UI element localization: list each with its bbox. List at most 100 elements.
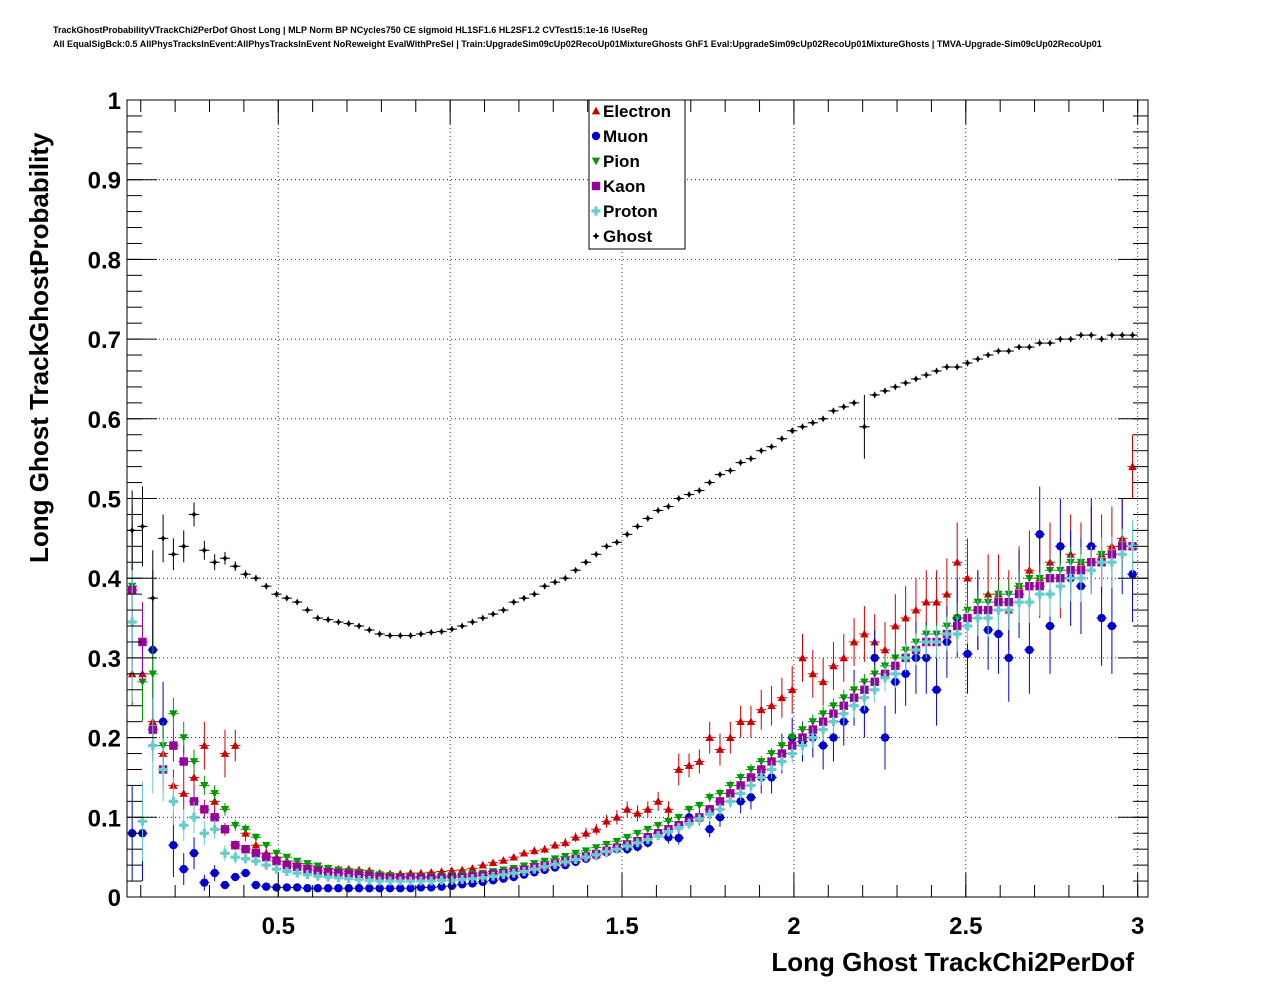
data-point bbox=[1044, 339, 1056, 347]
data-point bbox=[673, 822, 684, 833]
data-point bbox=[910, 375, 922, 383]
marker-ghost bbox=[654, 506, 662, 515]
marker-pion bbox=[592, 844, 601, 852]
marker-ghost bbox=[798, 423, 807, 431]
y-tick-label: 0.8 bbox=[88, 247, 121, 274]
data-point bbox=[405, 631, 416, 640]
data-point bbox=[1034, 339, 1045, 347]
legend: Electron Muon Pion Kaon Proton Ghost bbox=[588, 99, 686, 250]
marker-electron bbox=[231, 741, 240, 749]
marker-kaon bbox=[334, 868, 343, 878]
data-point bbox=[549, 578, 561, 586]
data-point bbox=[910, 634, 922, 666]
marker-proton bbox=[333, 873, 343, 883]
marker-ghost bbox=[912, 375, 920, 383]
marker-pion bbox=[241, 825, 250, 834]
legend-label: Electron bbox=[603, 102, 671, 121]
data-point bbox=[333, 873, 344, 883]
data-point bbox=[292, 862, 303, 871]
data-point bbox=[292, 598, 303, 606]
data-point bbox=[1013, 581, 1025, 623]
data-point bbox=[281, 853, 293, 862]
marker-proton bbox=[1014, 597, 1024, 607]
data-point bbox=[178, 530, 189, 563]
marker-pion bbox=[262, 841, 271, 850]
marker-pion bbox=[715, 790, 725, 798]
data-point bbox=[508, 598, 519, 606]
marker-pion bbox=[633, 829, 642, 838]
marker-muon bbox=[437, 882, 446, 891]
marker-kaon bbox=[365, 871, 374, 880]
data-point bbox=[188, 502, 200, 527]
data-point bbox=[353, 884, 365, 893]
marker-pion bbox=[726, 782, 735, 790]
data-point bbox=[209, 554, 220, 571]
data-point bbox=[632, 522, 643, 530]
marker-ghost bbox=[726, 467, 734, 475]
data-point bbox=[694, 813, 705, 825]
data-point bbox=[673, 813, 684, 822]
data-point bbox=[292, 868, 303, 878]
marker-pion bbox=[189, 758, 199, 766]
marker-ghost bbox=[757, 447, 765, 455]
data-point bbox=[663, 817, 674, 826]
data-point bbox=[508, 852, 519, 861]
data-point bbox=[1106, 331, 1118, 339]
data-point bbox=[941, 617, 953, 651]
marker-muon bbox=[705, 825, 714, 834]
data-point bbox=[343, 620, 354, 628]
marker-proton bbox=[375, 876, 385, 886]
marker-pion bbox=[220, 805, 230, 814]
marker-proton bbox=[663, 827, 673, 837]
data-point bbox=[467, 864, 478, 872]
marker-ghost bbox=[572, 566, 580, 574]
data-point bbox=[539, 862, 550, 872]
data-point bbox=[900, 643, 911, 673]
data-point bbox=[1065, 555, 1076, 602]
legend-label: Ghost bbox=[603, 227, 652, 246]
marker-ghost bbox=[695, 486, 703, 495]
data-point bbox=[240, 853, 251, 864]
data-point bbox=[426, 883, 437, 892]
marker-electron bbox=[468, 864, 477, 872]
marker-ghost bbox=[829, 407, 838, 415]
marker-electron bbox=[509, 852, 518, 861]
marker-ghost bbox=[386, 631, 394, 640]
data-point bbox=[817, 415, 829, 423]
marker-proton bbox=[952, 629, 962, 639]
data-point bbox=[302, 864, 313, 874]
data-point bbox=[1024, 581, 1035, 623]
data-point bbox=[890, 659, 901, 689]
marker-electron bbox=[664, 805, 673, 813]
marker-proton bbox=[890, 669, 900, 679]
legend-entry-proton: Proton bbox=[591, 202, 658, 221]
marker-proton bbox=[767, 764, 777, 774]
marker-proton bbox=[1055, 581, 1065, 591]
legend-box bbox=[588, 99, 686, 250]
marker-proton bbox=[540, 862, 550, 872]
marker-pion bbox=[602, 841, 611, 849]
data-point bbox=[560, 574, 571, 582]
marker-muon bbox=[457, 880, 467, 889]
marker-ghost bbox=[860, 423, 868, 431]
marker-muon bbox=[179, 864, 188, 874]
data-point bbox=[312, 884, 323, 893]
data-point bbox=[570, 566, 581, 574]
data-point bbox=[879, 387, 891, 395]
marker-proton bbox=[220, 848, 230, 858]
marker-muon bbox=[1107, 621, 1117, 631]
marker-muon bbox=[901, 669, 910, 679]
data-point bbox=[828, 641, 839, 690]
data-point bbox=[591, 844, 602, 852]
data-point bbox=[168, 777, 179, 826]
data-point bbox=[477, 873, 488, 883]
marker-proton bbox=[529, 864, 539, 874]
data-point bbox=[333, 618, 344, 626]
marker-ghost bbox=[1077, 331, 1085, 339]
data-point bbox=[652, 791, 664, 811]
marker-proton bbox=[808, 733, 818, 743]
marker-pion bbox=[757, 758, 766, 766]
data-point bbox=[199, 874, 210, 891]
data-point bbox=[384, 884, 396, 893]
series-muon bbox=[127, 486, 1138, 893]
